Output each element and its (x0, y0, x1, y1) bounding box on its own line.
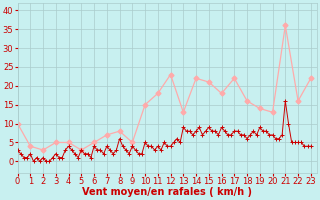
X-axis label: Vent moyen/en rafales ( km/h ): Vent moyen/en rafales ( km/h ) (82, 187, 252, 197)
